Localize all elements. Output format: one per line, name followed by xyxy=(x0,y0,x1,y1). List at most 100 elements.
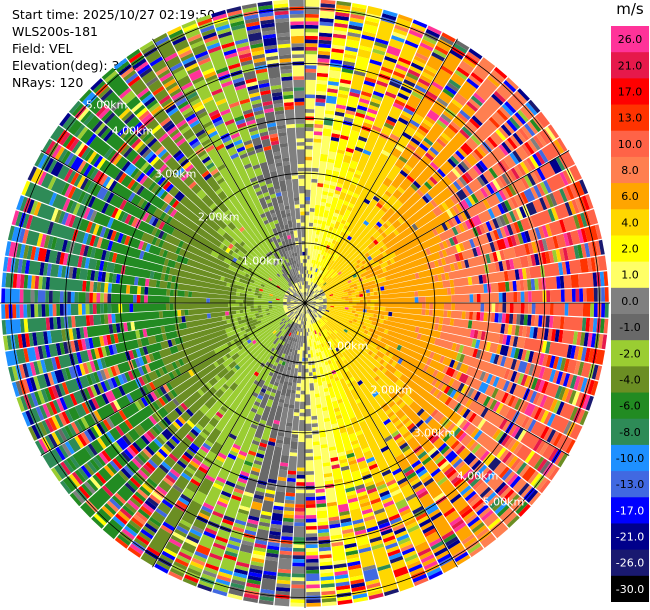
ppi-gate xyxy=(367,108,378,115)
ppi-gate xyxy=(217,367,229,379)
ppi-gate xyxy=(287,318,291,322)
ppi-gate xyxy=(469,238,476,248)
ppi-gate xyxy=(524,362,532,375)
ppi-gate xyxy=(449,359,456,368)
ppi-gate xyxy=(502,303,507,313)
ppi-gate xyxy=(229,343,238,351)
ppi-gate xyxy=(333,407,341,413)
ppi-gate xyxy=(385,91,397,99)
ppi-gate xyxy=(538,366,546,379)
ppi-gate xyxy=(356,259,362,265)
ppi-gate xyxy=(320,201,326,207)
ppi-gate xyxy=(71,471,84,485)
ppi-gate xyxy=(451,342,457,351)
ppi-gate xyxy=(558,386,567,401)
ppi-gate xyxy=(333,221,341,230)
ppi-gate xyxy=(296,386,301,391)
ppi-gate xyxy=(504,436,514,449)
ppi-gate xyxy=(346,493,358,500)
ppi-gate xyxy=(495,191,504,203)
ppi-gate xyxy=(479,450,490,462)
ppi-gate xyxy=(80,502,96,518)
ppi-gate xyxy=(131,458,142,469)
ppi-gate xyxy=(123,322,128,332)
ppi-gate xyxy=(558,262,564,276)
ppi-gate xyxy=(328,446,337,452)
ppi-gate xyxy=(305,482,315,486)
ppi-gate xyxy=(506,119,518,132)
ppi-gate xyxy=(363,291,415,300)
ppi-gate xyxy=(287,311,294,317)
ppi-gate xyxy=(296,383,301,388)
ppi-gate xyxy=(364,76,377,84)
ppi-gate xyxy=(67,304,72,316)
ppi-gate xyxy=(250,470,260,477)
ppi-gate xyxy=(168,371,175,380)
ppi-sectors xyxy=(1,0,609,607)
ppi-gate xyxy=(382,535,396,543)
ppi-gate xyxy=(321,330,327,338)
ppi-gate xyxy=(469,294,474,303)
ppi-gate xyxy=(458,447,471,461)
ppi-gate xyxy=(573,345,580,360)
ppi-gate xyxy=(399,113,411,122)
ppi-gate xyxy=(403,125,416,137)
ppi-gate xyxy=(328,238,333,243)
ppi-gate xyxy=(348,307,356,311)
ppi-gate xyxy=(515,501,528,515)
ppi-gate xyxy=(222,357,234,368)
ppi-gate xyxy=(445,510,460,524)
ppi-gate xyxy=(503,237,510,249)
ppi-gate xyxy=(402,417,411,425)
ppi-gate xyxy=(309,308,313,312)
ppi-gate xyxy=(218,497,229,505)
ppi-gate xyxy=(447,310,452,318)
ppi-gate xyxy=(306,306,308,310)
ppi-gate xyxy=(232,491,243,498)
ppi-gate xyxy=(247,320,262,329)
ppi-gate xyxy=(251,439,260,446)
ppi-gate xyxy=(394,362,434,393)
ppi-gate xyxy=(155,399,163,409)
ppi-gate xyxy=(224,550,238,558)
ppi-gate xyxy=(242,536,255,543)
ppi-gate xyxy=(281,326,290,337)
ppi-gate xyxy=(457,80,477,101)
ppi-gate xyxy=(390,403,401,414)
ppi-gate xyxy=(176,460,187,469)
ppi-gate xyxy=(446,170,459,183)
ppi-gate xyxy=(552,249,558,263)
ppi-gate xyxy=(445,367,456,378)
ppi-gate xyxy=(320,0,336,5)
ppi-gate xyxy=(559,188,568,203)
ppi-gate xyxy=(316,83,327,92)
ppi-gate xyxy=(206,313,211,319)
ppi-gate xyxy=(292,551,305,556)
ppi-gate xyxy=(524,303,529,314)
ppi-gate xyxy=(441,374,452,385)
ppi-gate xyxy=(283,338,287,343)
ppi-gate xyxy=(384,435,393,443)
ppi-gate xyxy=(206,524,219,532)
ppi-gate xyxy=(355,430,364,436)
ppi-gate xyxy=(444,254,457,265)
ppi-gate xyxy=(328,516,340,522)
ppi-gate xyxy=(398,117,409,126)
ppi-gate xyxy=(316,269,322,277)
ppi-gate xyxy=(308,293,310,297)
ppi-gate xyxy=(266,386,273,392)
ppi-gate xyxy=(513,221,521,234)
ppi-gate xyxy=(321,267,325,272)
ppi-gate xyxy=(295,507,305,512)
ppi-gate xyxy=(365,205,381,224)
ppi-gate xyxy=(305,500,316,505)
ppi-gate xyxy=(577,229,584,244)
ppi-gate xyxy=(444,420,453,430)
ppi-gate xyxy=(314,313,318,318)
ppi-gate xyxy=(504,185,514,198)
ppi-gate xyxy=(388,38,404,50)
ppi-gate xyxy=(217,408,226,416)
ppi-gate xyxy=(371,94,383,102)
ppi-gate xyxy=(68,473,81,488)
ppi-gate xyxy=(305,39,318,44)
